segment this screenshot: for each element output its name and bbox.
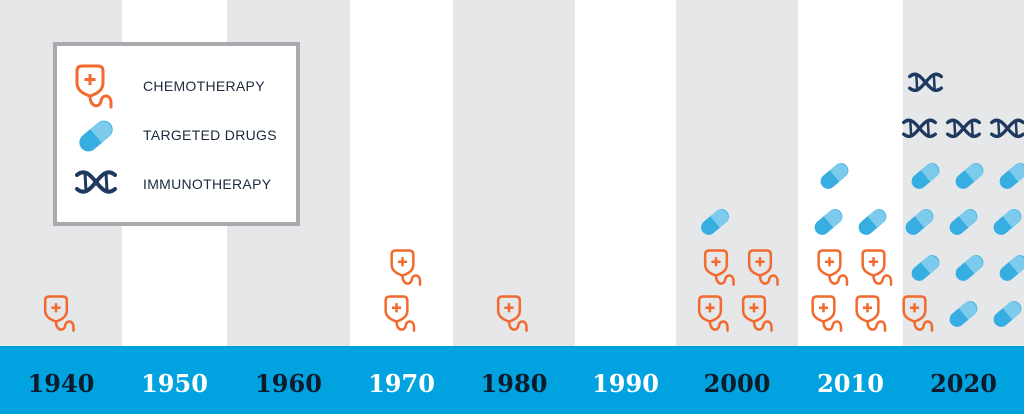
- legend: CHEMOTHERAPY TARGETED DRUGS IMMUNOTHERAP…: [53, 42, 300, 226]
- decade-stripe: [575, 0, 676, 346]
- decade-label-1980: 1980: [481, 369, 548, 398]
- decade-label-1970: 1970: [368, 369, 435, 398]
- decade-label-1990: 1990: [592, 369, 659, 398]
- decade-stripe: [350, 0, 453, 346]
- legend-label-chemotherapy: CHEMOTHERAPY: [143, 78, 265, 94]
- decade-label-2020: 2020: [930, 369, 997, 398]
- decade-stripe: [453, 0, 575, 346]
- decade-labels: 1940 1950 1960 1970 1980 1990 2000 2010 2020: [28, 369, 997, 398]
- decade-label-1960: 1960: [255, 369, 322, 398]
- decade-label-2000: 2000: [704, 369, 771, 398]
- decade-label-2010: 2010: [817, 369, 884, 398]
- decade-label-1940: 1940: [28, 369, 95, 398]
- decade-stripe: [676, 0, 798, 346]
- decade-stripe: [798, 0, 903, 346]
- decade-label-1950: 1950: [141, 369, 208, 398]
- decade-axis-band: [0, 346, 1024, 414]
- legend-label-immunotherapy: IMMUNOTHERAPY: [143, 176, 272, 192]
- legend-label-targeted-drugs: TARGETED DRUGS: [143, 127, 277, 143]
